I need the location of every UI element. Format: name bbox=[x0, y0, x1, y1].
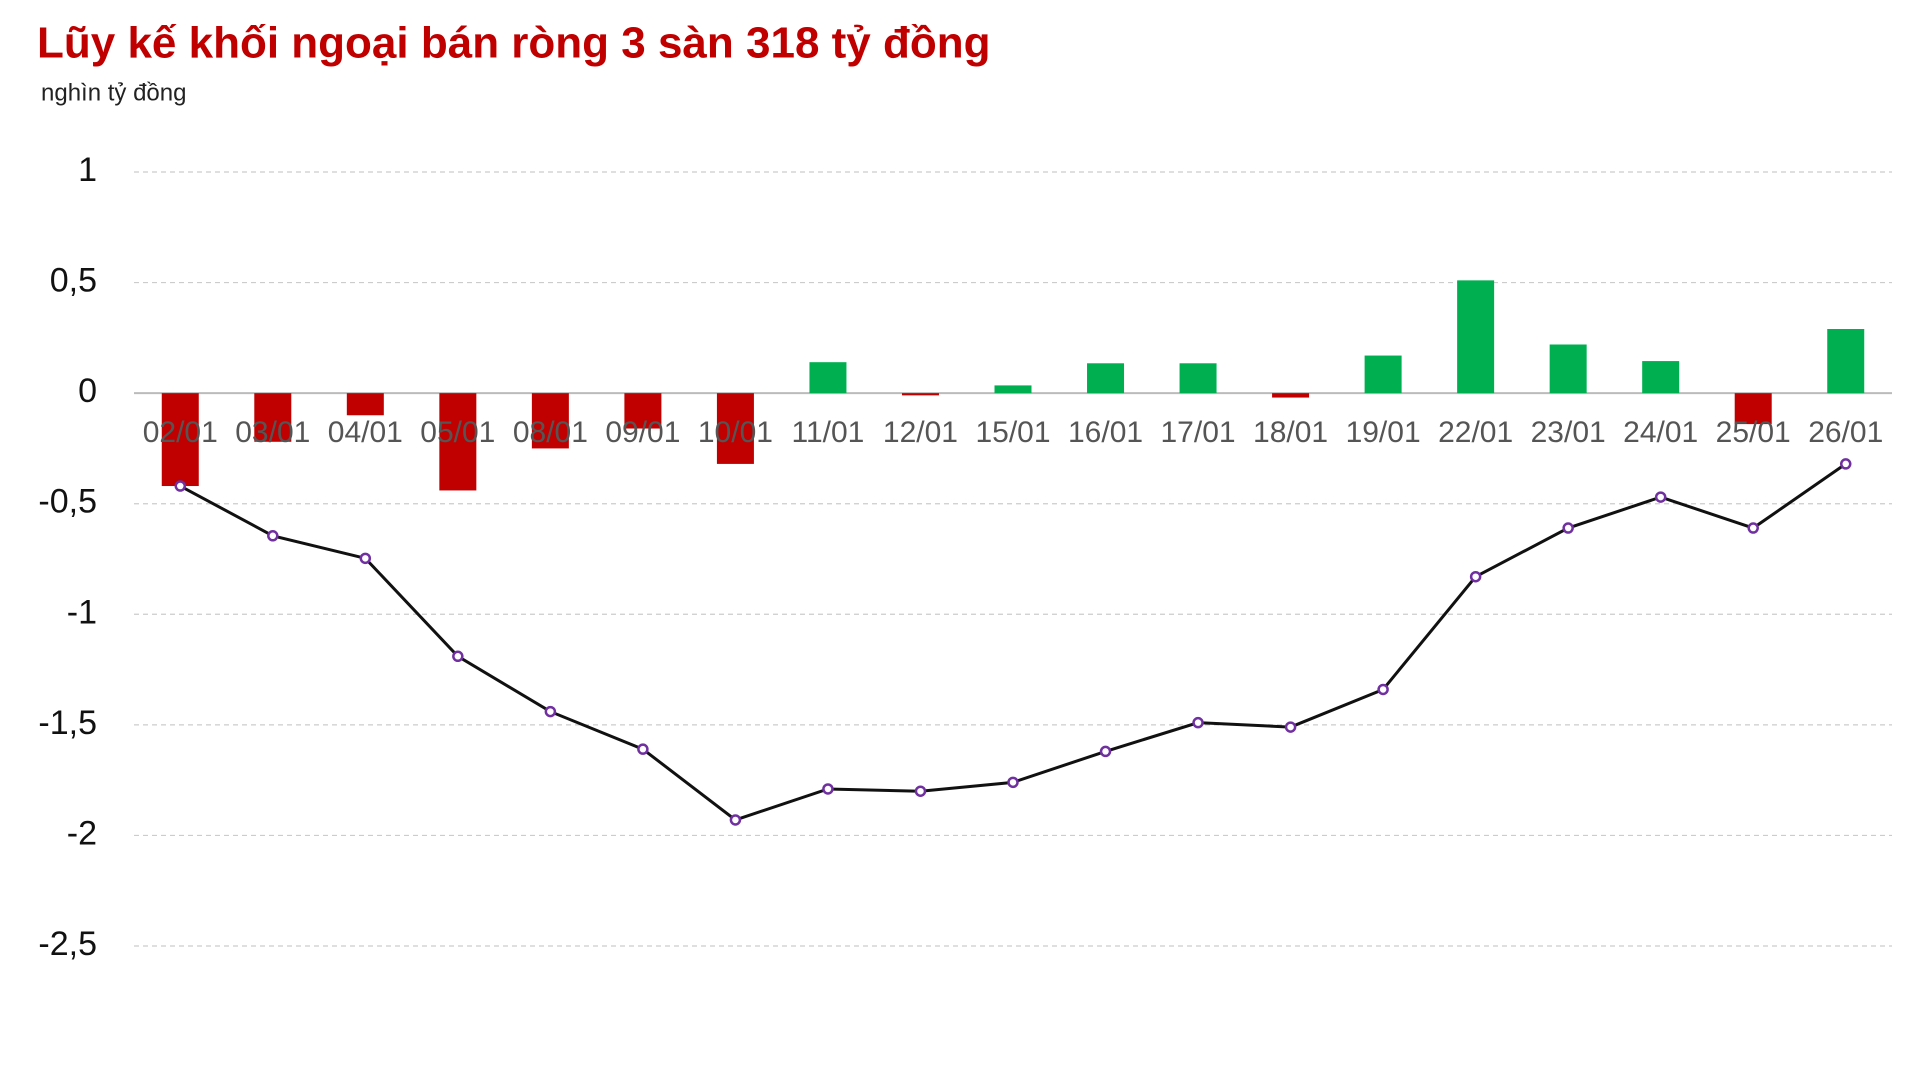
line-marker bbox=[1284, 721, 1297, 733]
bar bbox=[1272, 393, 1310, 398]
line-marker bbox=[1007, 776, 1019, 789]
line-marker bbox=[174, 480, 187, 492]
bar bbox=[1827, 329, 1865, 394]
bar bbox=[1087, 363, 1125, 394]
line-marker bbox=[452, 650, 464, 663]
line-marker bbox=[822, 783, 834, 795]
bar bbox=[1457, 280, 1495, 394]
x-tick-label: 12/01 bbox=[883, 416, 958, 449]
bar bbox=[439, 393, 477, 491]
x-tick-label: 05/01 bbox=[420, 416, 495, 449]
y-tick-label: -1,5 bbox=[38, 704, 97, 742]
bar bbox=[1179, 363, 1217, 394]
line bbox=[179, 462, 1847, 822]
bar bbox=[994, 385, 1032, 394]
x-tick-label: 16/01 bbox=[1068, 416, 1143, 449]
line-marker bbox=[1469, 570, 1482, 583]
line-marker bbox=[729, 814, 742, 826]
line-marker bbox=[1099, 745, 1112, 758]
line-marker bbox=[914, 785, 927, 797]
line-marker bbox=[637, 743, 649, 755]
x-tick-label: 17/01 bbox=[1161, 416, 1236, 449]
chart-subtitle: nghìn tỷ đồng bbox=[41, 79, 186, 106]
line-marker bbox=[1192, 716, 1204, 729]
bar bbox=[1364, 355, 1402, 394]
bar bbox=[1734, 393, 1772, 425]
x-tick-label: 10/01 bbox=[698, 416, 773, 449]
line-marker bbox=[1747, 522, 1759, 534]
x-tick-label: 24/01 bbox=[1623, 416, 1698, 449]
line-marker bbox=[544, 705, 557, 718]
bar bbox=[1549, 344, 1587, 394]
line-marker bbox=[1562, 522, 1574, 534]
line-marker bbox=[1839, 458, 1852, 470]
x-tick-label: 08/01 bbox=[513, 416, 588, 449]
bar bbox=[624, 393, 662, 429]
y-tick-label: 0,5 bbox=[50, 262, 97, 300]
x-tick-label: 02/01 bbox=[143, 416, 218, 449]
y-tick-label: -2,5 bbox=[38, 925, 97, 963]
line-marker bbox=[359, 552, 372, 565]
bar bbox=[809, 362, 847, 394]
y-tick-label: 1 bbox=[78, 151, 97, 189]
x-tick-label: 03/01 bbox=[235, 416, 310, 449]
x-tick-label: 22/01 bbox=[1438, 416, 1513, 449]
bar bbox=[161, 393, 199, 487]
bar bbox=[1642, 361, 1680, 394]
line-marker bbox=[267, 530, 279, 542]
bar bbox=[901, 393, 939, 396]
y-tick-label: -1 bbox=[67, 593, 97, 631]
x-tick-label: 23/01 bbox=[1531, 416, 1606, 449]
x-tick-label: 04/01 bbox=[328, 416, 403, 449]
bar bbox=[254, 393, 292, 442]
line-marker bbox=[1377, 683, 1389, 696]
x-tick-label: 09/01 bbox=[605, 416, 680, 449]
bar bbox=[716, 393, 754, 464]
x-tick-label: 26/01 bbox=[1808, 416, 1883, 449]
x-tick-label: 25/01 bbox=[1716, 416, 1791, 449]
y-tick-label: -0,5 bbox=[38, 483, 97, 521]
x-tick-label: 18/01 bbox=[1253, 416, 1328, 449]
y-tick-label: -2 bbox=[67, 814, 97, 852]
chart-title: Lũy kế khối ngoại bán ròng 3 sàn 318 tỷ … bbox=[37, 19, 991, 68]
line-marker bbox=[1654, 491, 1667, 503]
x-tick-label: 15/01 bbox=[975, 416, 1050, 449]
bar bbox=[531, 393, 569, 449]
y-tick-label: 0 bbox=[78, 372, 97, 410]
x-tick-label: 19/01 bbox=[1346, 416, 1421, 449]
bar bbox=[346, 393, 384, 416]
x-tick-label: 11/01 bbox=[792, 416, 865, 449]
